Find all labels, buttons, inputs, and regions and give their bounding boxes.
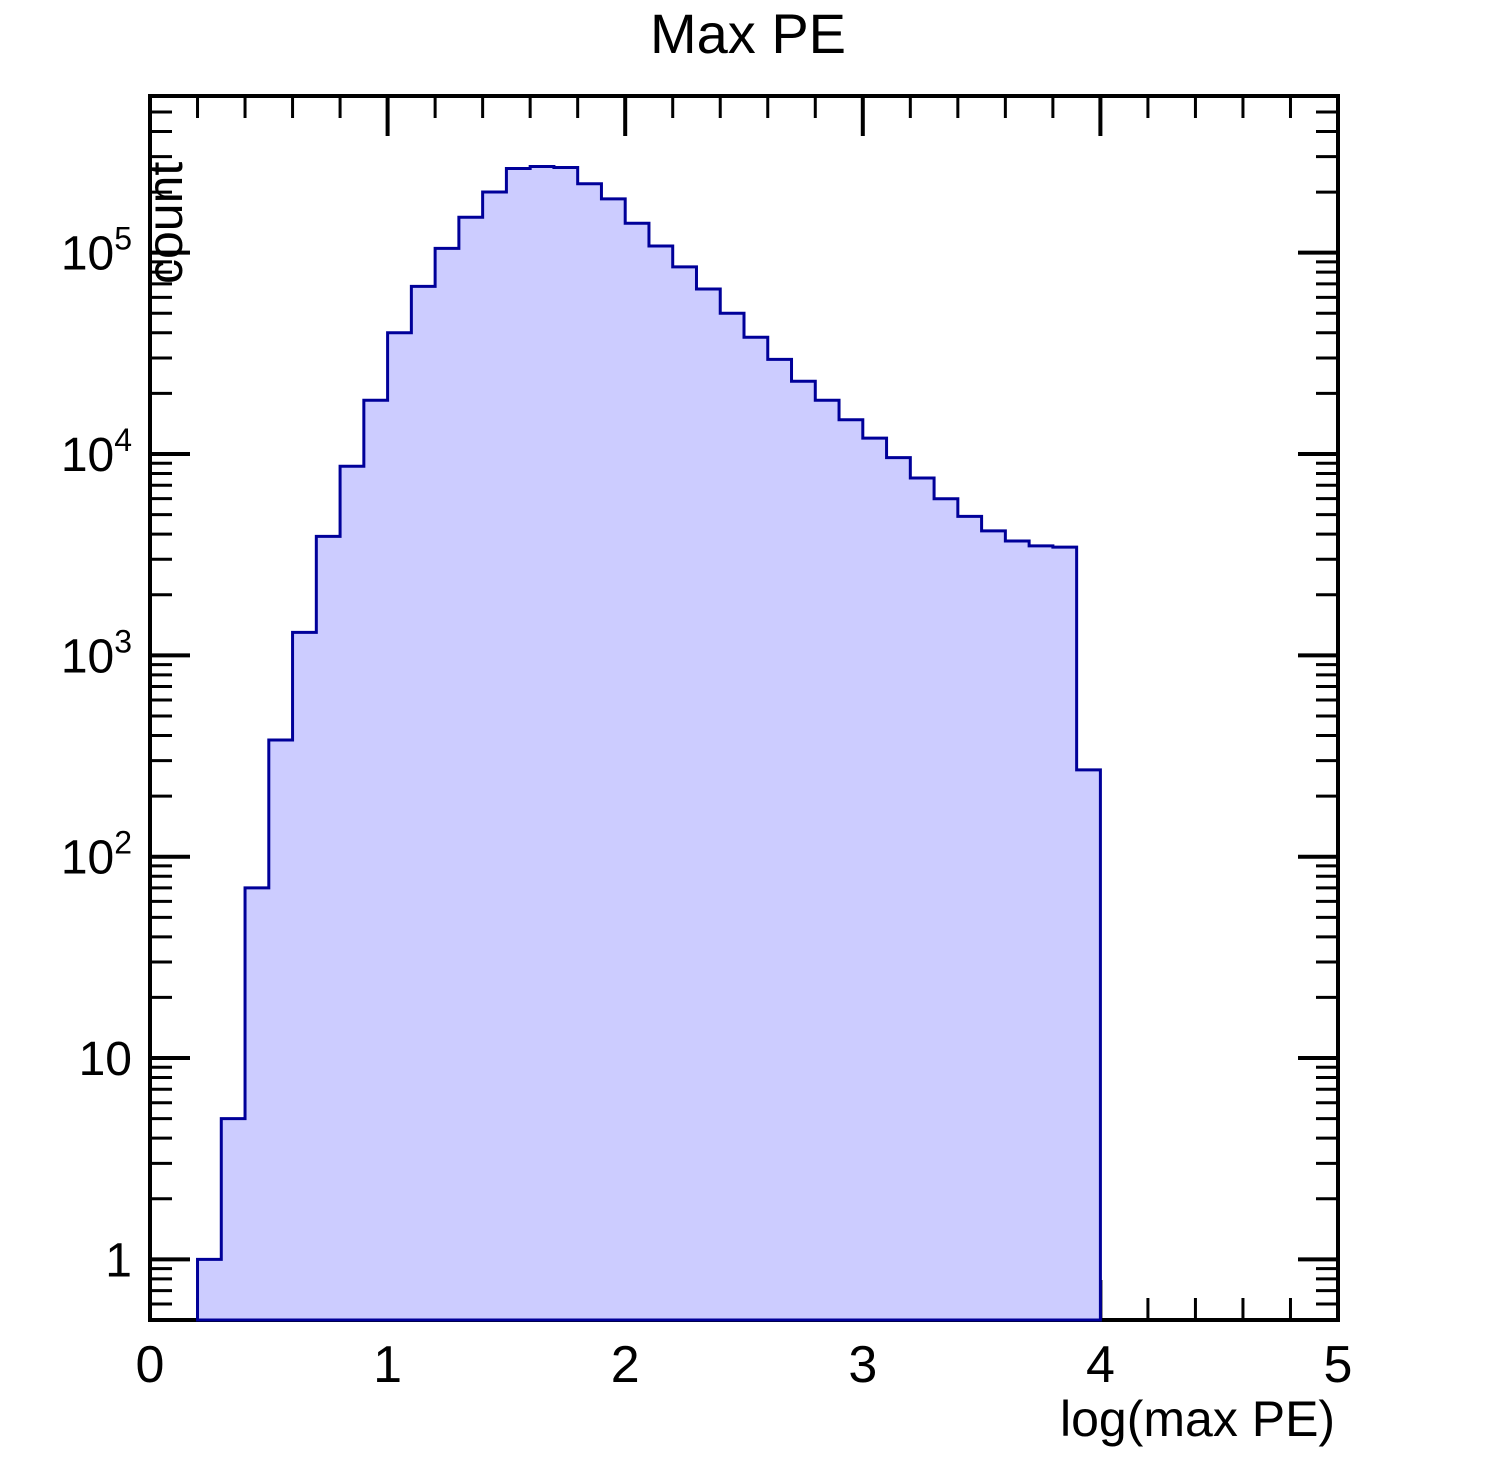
histogram-series [196,164,1102,1322]
y-tick-label: 104 [61,422,132,482]
x-tick-label: 0 [136,1336,165,1394]
y-tick-label: 10 [79,1033,132,1086]
x-axis-label: log(max PE) [1060,1391,1336,1447]
y-axis-ticks [150,94,1338,1322]
chart-title: Max PE [649,2,847,65]
x-tick-label: 2 [611,1336,640,1394]
x-axis-tick-labels: 0 1 2 3 4 5 [136,1336,1353,1394]
y-axis-tick-labels: 1 10 102 103 104 105 [61,221,132,1288]
y-tick-label: 105 [61,221,132,281]
x-tick-label: 3 [848,1336,877,1394]
y-tick-label: 102 [61,825,132,885]
y-tick-label: 103 [61,623,132,683]
x-tick-label: 4 [1086,1336,1115,1394]
x-tick-label: 5 [1324,1336,1353,1394]
y-tick-label: 1 [105,1234,132,1287]
x-tick-label: 1 [373,1336,402,1394]
